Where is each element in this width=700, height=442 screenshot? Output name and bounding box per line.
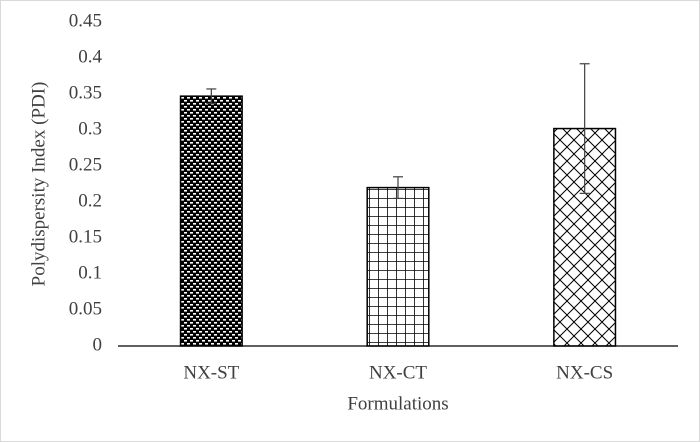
bar <box>179 95 243 347</box>
y-tick-label: 0.2 <box>78 190 102 211</box>
y-tick-label: 0.45 <box>69 10 102 31</box>
y-tick-label: 0.3 <box>78 118 102 139</box>
x-tick-label: NX-ST <box>183 362 239 383</box>
y-tick-label: 0.05 <box>69 298 102 319</box>
y-tick-label: 0.15 <box>69 226 102 247</box>
y-tick-label: 0.1 <box>78 262 102 283</box>
x-tick-label: NX-CS <box>556 362 613 383</box>
y-tick-label: 0 <box>93 334 103 355</box>
y-axis-label: Polydispersity Index (PDI) <box>28 82 49 287</box>
y-tick-label: 0.35 <box>69 82 102 103</box>
bar <box>366 186 430 347</box>
y-tick-label: 0.4 <box>78 46 102 67</box>
x-axis-label: Formulations <box>347 393 448 414</box>
y-tick-label: 0.25 <box>69 154 102 175</box>
x-tick-label: NX-CT <box>369 362 427 383</box>
